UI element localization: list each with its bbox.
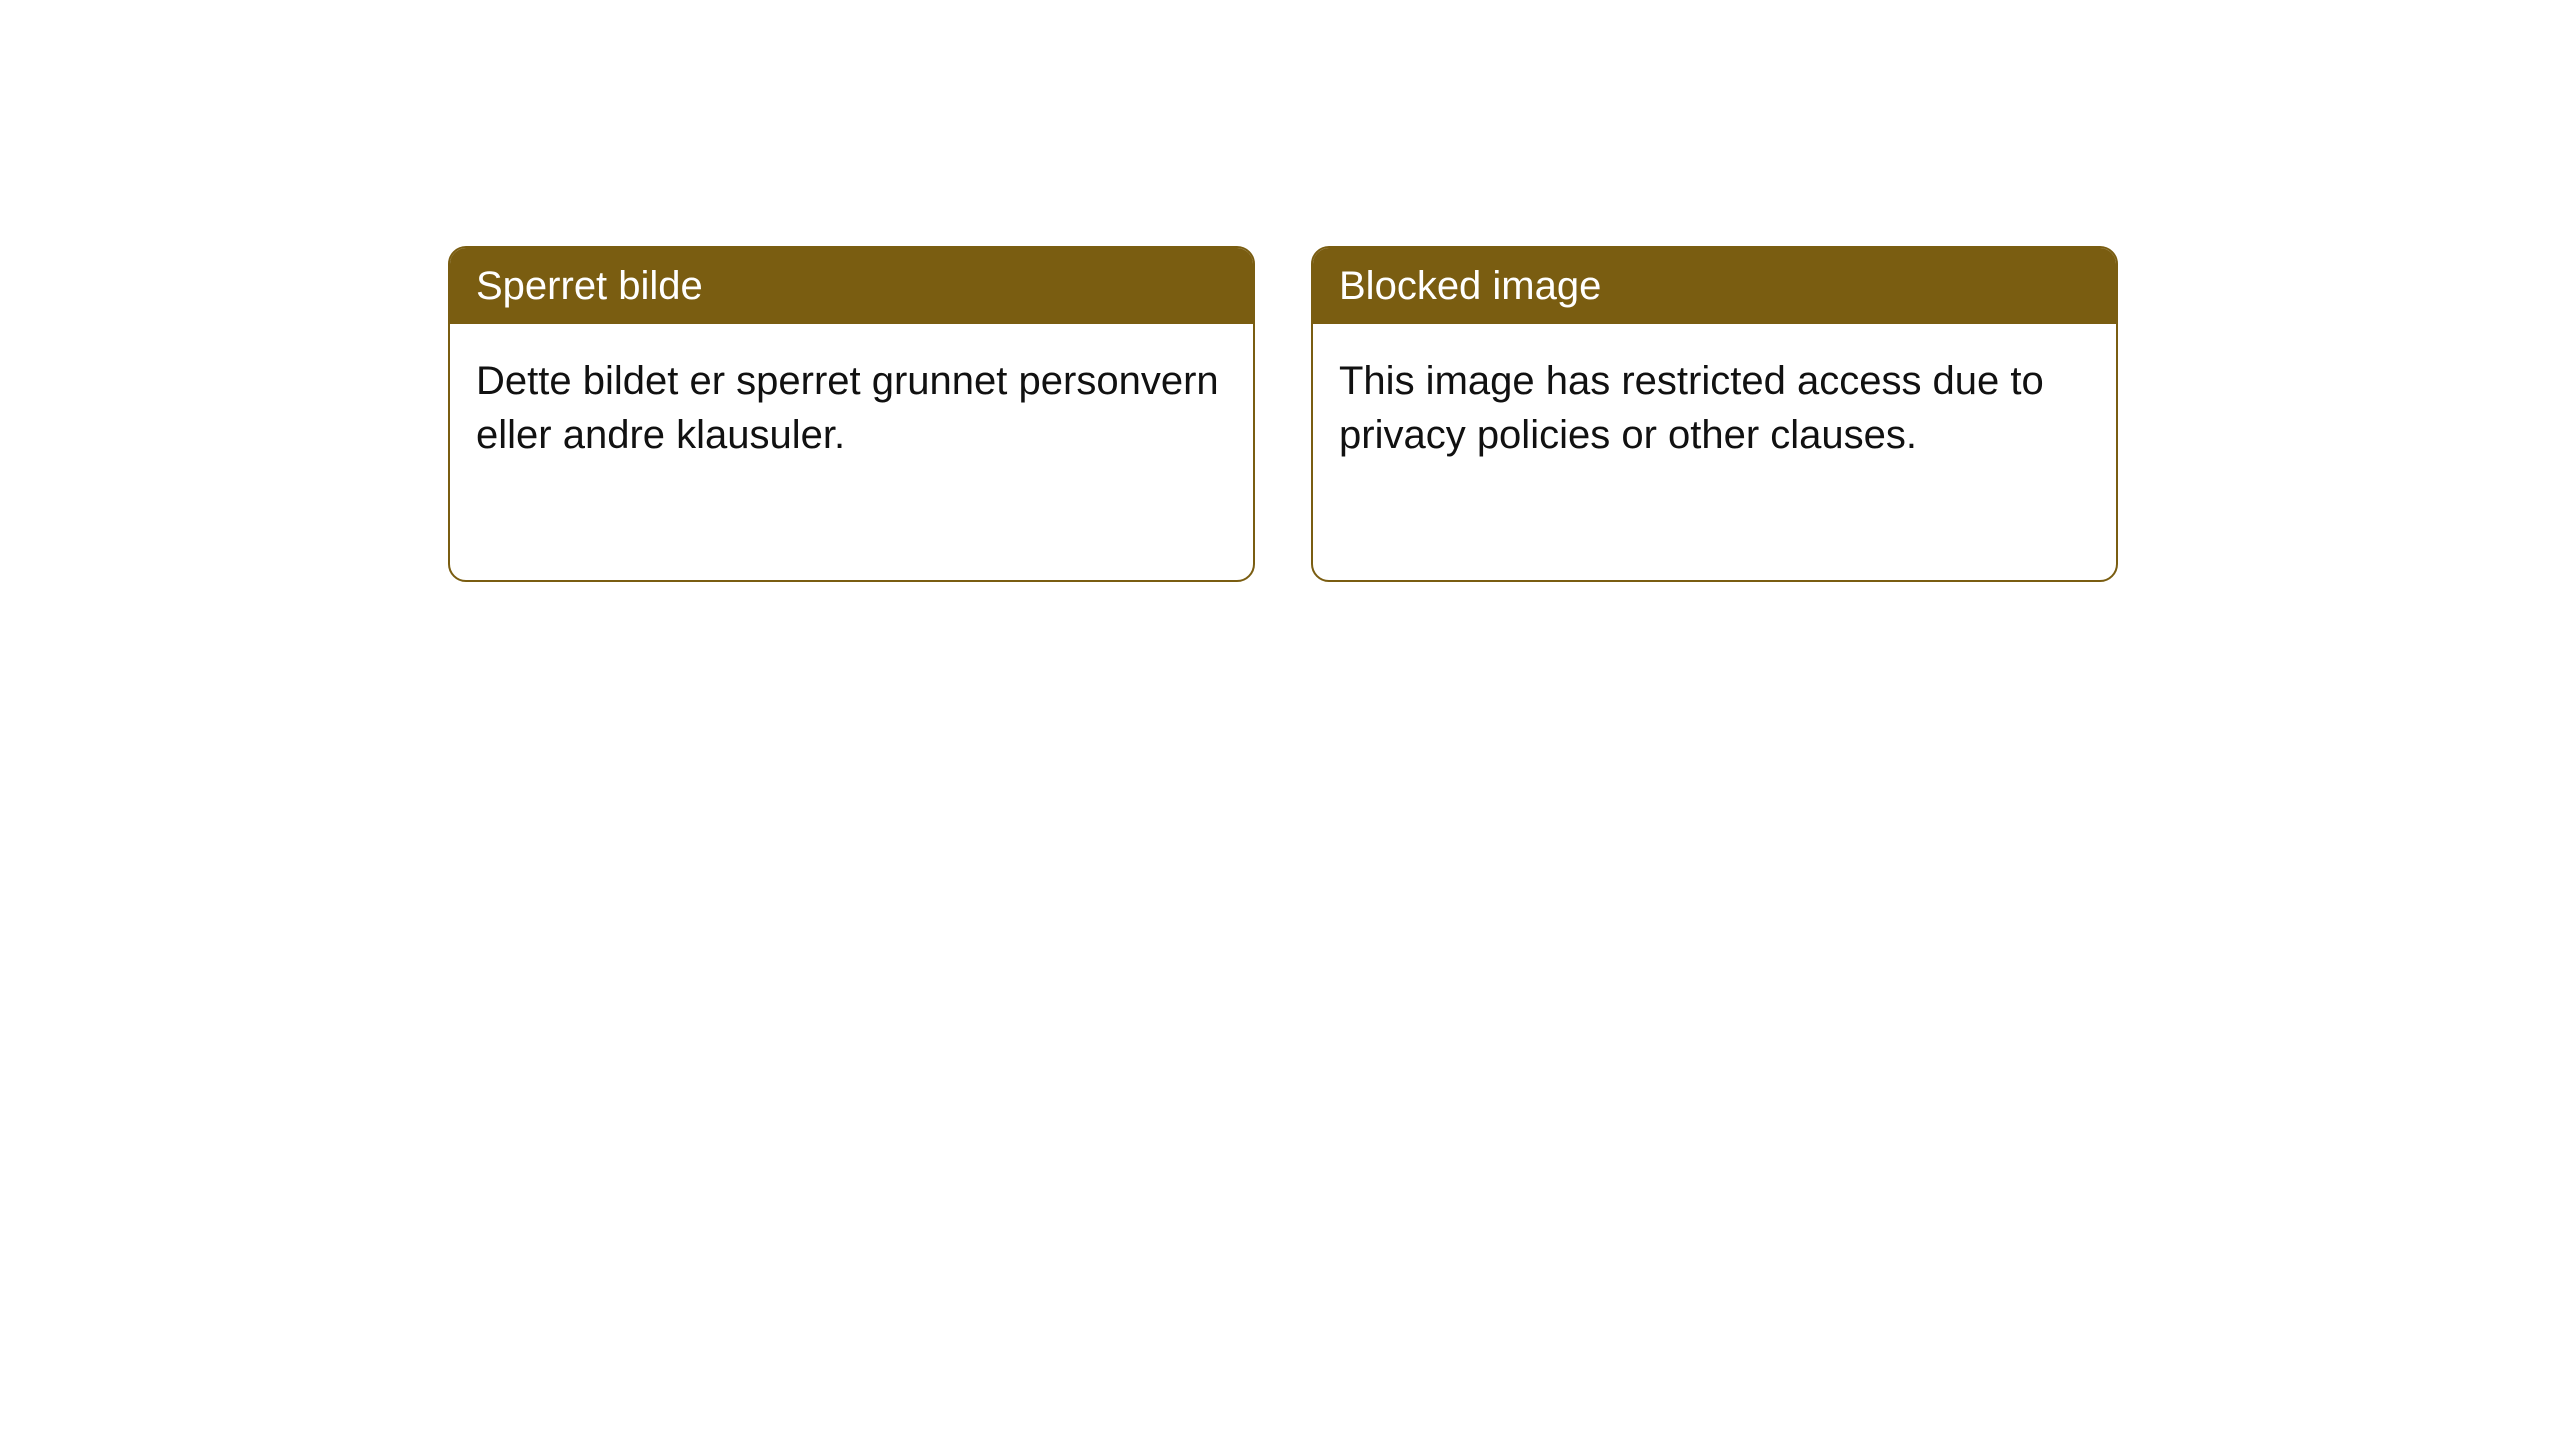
notice-card-norwegian: Sperret bilde Dette bildet er sperret gr…: [448, 246, 1255, 582]
notice-text-english: This image has restricted access due to …: [1339, 359, 2044, 457]
notice-container: Sperret bilde Dette bildet er sperret gr…: [448, 246, 2118, 582]
notice-title-norwegian: Sperret bilde: [476, 264, 703, 308]
notice-text-norwegian: Dette bildet er sperret grunnet personve…: [476, 359, 1219, 457]
notice-body-english: This image has restricted access due to …: [1313, 324, 2116, 492]
notice-title-english: Blocked image: [1339, 264, 1601, 308]
notice-card-english: Blocked image This image has restricted …: [1311, 246, 2118, 582]
notice-header-english: Blocked image: [1313, 248, 2116, 324]
notice-body-norwegian: Dette bildet er sperret grunnet personve…: [450, 324, 1253, 492]
notice-header-norwegian: Sperret bilde: [450, 248, 1253, 324]
